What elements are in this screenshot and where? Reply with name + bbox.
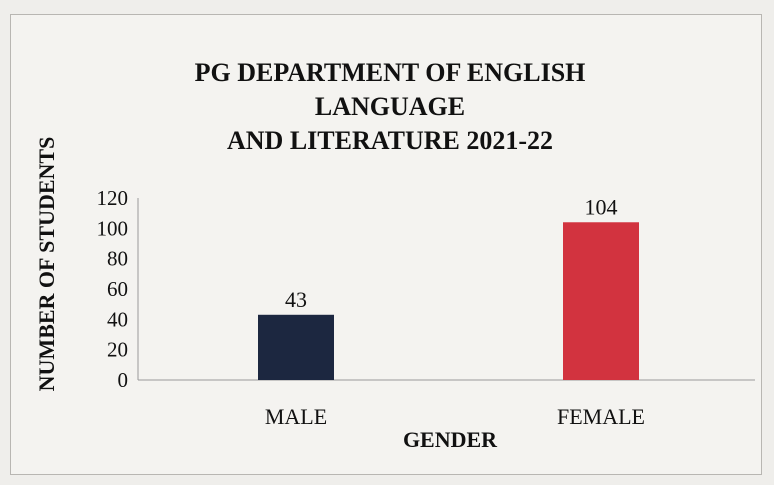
y-tick-label: 60 [107, 277, 128, 301]
x-tick-label: FEMALE [557, 404, 645, 429]
data-label: 104 [585, 194, 618, 219]
chart-title-line-2: AND LITERATURE 2021-22 [227, 126, 553, 155]
bar-male [258, 314, 334, 380]
chart-title-line-1: PG DEPARTMENT OF ENGLISH LANGUAGE [194, 58, 586, 121]
data-label: 43 [285, 287, 307, 312]
y-tick-label: 0 [118, 368, 129, 392]
y-tick-label: 20 [107, 338, 128, 362]
y-tick-label: 40 [107, 307, 128, 331]
x-axis-label: GENDER [402, 427, 498, 452]
chart-title: PG DEPARTMENT OF ENGLISH LANGUAGE AND LI… [120, 56, 660, 158]
bar-female [563, 222, 639, 380]
y-tick-label: 100 [97, 216, 129, 240]
y-tick-label: 80 [107, 247, 128, 271]
x-tick-label: MALE [265, 404, 327, 429]
y-tick-label: 120 [97, 186, 129, 210]
